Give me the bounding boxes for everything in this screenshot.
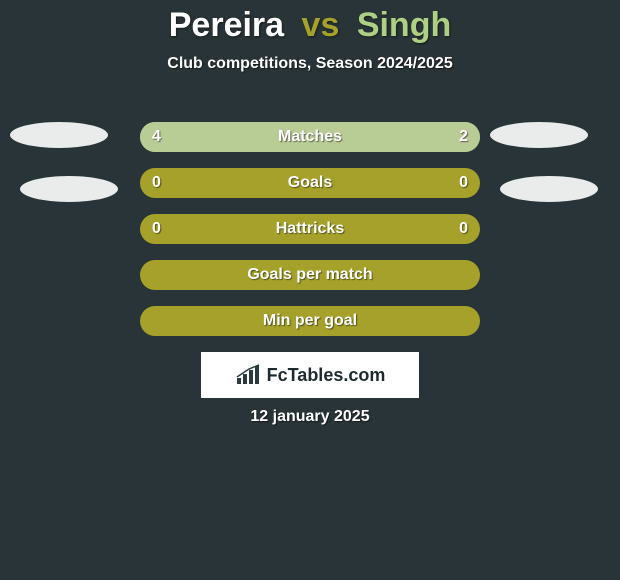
title-player-b: Singh [357, 6, 451, 44]
stat-label: Goals per match [140, 260, 480, 290]
stat-value-right: 0 [459, 214, 468, 244]
page-title: Pereira vs Singh [0, 0, 620, 45]
stat-row: Goals0 0 [140, 168, 480, 198]
player-a-photo-placeholder-1 [10, 122, 108, 148]
stat-value-right: 2 [459, 122, 468, 152]
player-a-photo-placeholder-2 [20, 176, 118, 202]
subtitle: Club competitions, Season 2024/2025 [0, 55, 620, 73]
bars-icon [235, 364, 261, 386]
stat-value-left: 0 [152, 214, 161, 244]
stat-value-left: 0 [152, 168, 161, 198]
title-player-a: Pereira [169, 6, 284, 44]
stat-value-left: 4 [152, 122, 161, 152]
stat-value-right: 0 [459, 168, 468, 198]
stat-row: Hattricks0 0 [140, 214, 480, 244]
stat-label: Min per goal [140, 306, 480, 336]
stat-label: Goals [140, 168, 480, 198]
player-b-photo-placeholder-1 [490, 122, 588, 148]
date-text: 12 january 2025 [0, 408, 620, 426]
stat-row: Matches42 [140, 122, 480, 152]
stat-bar-left [140, 122, 367, 152]
stat-row: Min per goal [140, 306, 480, 336]
site-logo: FcTables.com [201, 352, 419, 398]
title-vs: vs [302, 6, 340, 44]
logo-text: FcTables.com [267, 365, 386, 386]
stat-row: Goals per match [140, 260, 480, 290]
player-b-photo-placeholder-2 [500, 176, 598, 202]
stat-label: Hattricks [140, 214, 480, 244]
comparison-chart: Matches42Goals00Hattricks00Goals per mat… [140, 122, 480, 352]
